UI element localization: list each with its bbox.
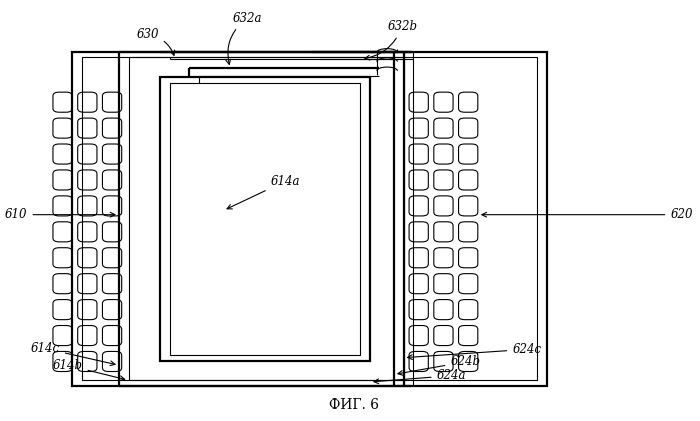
Bar: [160, 77, 370, 361]
FancyBboxPatch shape: [434, 196, 453, 216]
FancyBboxPatch shape: [78, 92, 97, 112]
FancyBboxPatch shape: [434, 325, 453, 346]
FancyBboxPatch shape: [102, 92, 122, 112]
Text: 632a: 632a: [226, 12, 262, 64]
FancyBboxPatch shape: [409, 352, 428, 371]
FancyBboxPatch shape: [102, 300, 122, 320]
FancyBboxPatch shape: [458, 325, 478, 346]
FancyBboxPatch shape: [458, 274, 478, 294]
FancyBboxPatch shape: [78, 325, 97, 346]
Text: 624a: 624a: [374, 369, 466, 384]
FancyBboxPatch shape: [458, 118, 478, 138]
FancyBboxPatch shape: [434, 274, 453, 294]
FancyBboxPatch shape: [409, 222, 428, 242]
FancyBboxPatch shape: [434, 170, 453, 190]
Text: 614c: 614c: [31, 342, 115, 365]
FancyBboxPatch shape: [78, 118, 97, 138]
FancyBboxPatch shape: [102, 248, 122, 268]
FancyBboxPatch shape: [78, 222, 97, 242]
FancyBboxPatch shape: [409, 274, 428, 294]
FancyBboxPatch shape: [53, 274, 72, 294]
FancyBboxPatch shape: [78, 170, 97, 190]
Bar: [82, 57, 537, 380]
FancyBboxPatch shape: [409, 118, 428, 138]
FancyBboxPatch shape: [458, 300, 478, 320]
FancyBboxPatch shape: [53, 144, 72, 164]
FancyBboxPatch shape: [409, 325, 428, 346]
FancyBboxPatch shape: [434, 300, 453, 320]
Text: 620: 620: [482, 208, 693, 221]
FancyBboxPatch shape: [434, 352, 453, 371]
FancyBboxPatch shape: [434, 248, 453, 268]
FancyBboxPatch shape: [53, 222, 72, 242]
FancyBboxPatch shape: [53, 196, 72, 216]
Text: 624b: 624b: [398, 355, 480, 375]
FancyBboxPatch shape: [102, 144, 122, 164]
Text: 632b: 632b: [365, 20, 417, 60]
FancyBboxPatch shape: [409, 144, 428, 164]
FancyBboxPatch shape: [78, 248, 97, 268]
FancyBboxPatch shape: [458, 248, 478, 268]
FancyBboxPatch shape: [434, 92, 453, 112]
Text: ФИГ. 6: ФИГ. 6: [329, 398, 379, 412]
Text: 614a: 614a: [227, 175, 300, 209]
FancyBboxPatch shape: [409, 300, 428, 320]
FancyBboxPatch shape: [409, 92, 428, 112]
FancyBboxPatch shape: [409, 196, 428, 216]
Text: 630: 630: [136, 27, 174, 55]
FancyBboxPatch shape: [458, 170, 478, 190]
FancyBboxPatch shape: [434, 144, 453, 164]
FancyBboxPatch shape: [78, 300, 97, 320]
FancyBboxPatch shape: [78, 144, 97, 164]
Bar: [72, 52, 547, 386]
FancyBboxPatch shape: [102, 118, 122, 138]
Text: 610: 610: [5, 208, 115, 221]
FancyBboxPatch shape: [78, 274, 97, 294]
FancyBboxPatch shape: [458, 222, 478, 242]
FancyBboxPatch shape: [434, 222, 453, 242]
FancyBboxPatch shape: [53, 92, 72, 112]
FancyBboxPatch shape: [53, 248, 72, 268]
FancyBboxPatch shape: [53, 325, 72, 346]
FancyBboxPatch shape: [458, 352, 478, 371]
FancyBboxPatch shape: [102, 196, 122, 216]
FancyBboxPatch shape: [409, 248, 428, 268]
FancyBboxPatch shape: [53, 300, 72, 320]
FancyBboxPatch shape: [434, 118, 453, 138]
FancyBboxPatch shape: [78, 196, 97, 216]
FancyBboxPatch shape: [409, 170, 428, 190]
FancyBboxPatch shape: [102, 170, 122, 190]
FancyBboxPatch shape: [53, 118, 72, 138]
Text: 614b: 614b: [52, 359, 125, 381]
FancyBboxPatch shape: [102, 222, 122, 242]
FancyBboxPatch shape: [102, 325, 122, 346]
Text: 624c: 624c: [407, 343, 541, 360]
FancyBboxPatch shape: [458, 144, 478, 164]
FancyBboxPatch shape: [102, 352, 122, 371]
Bar: [170, 83, 360, 355]
FancyBboxPatch shape: [458, 196, 478, 216]
FancyBboxPatch shape: [78, 352, 97, 371]
FancyBboxPatch shape: [53, 170, 72, 190]
FancyBboxPatch shape: [102, 274, 122, 294]
FancyBboxPatch shape: [53, 352, 72, 371]
FancyBboxPatch shape: [458, 92, 478, 112]
